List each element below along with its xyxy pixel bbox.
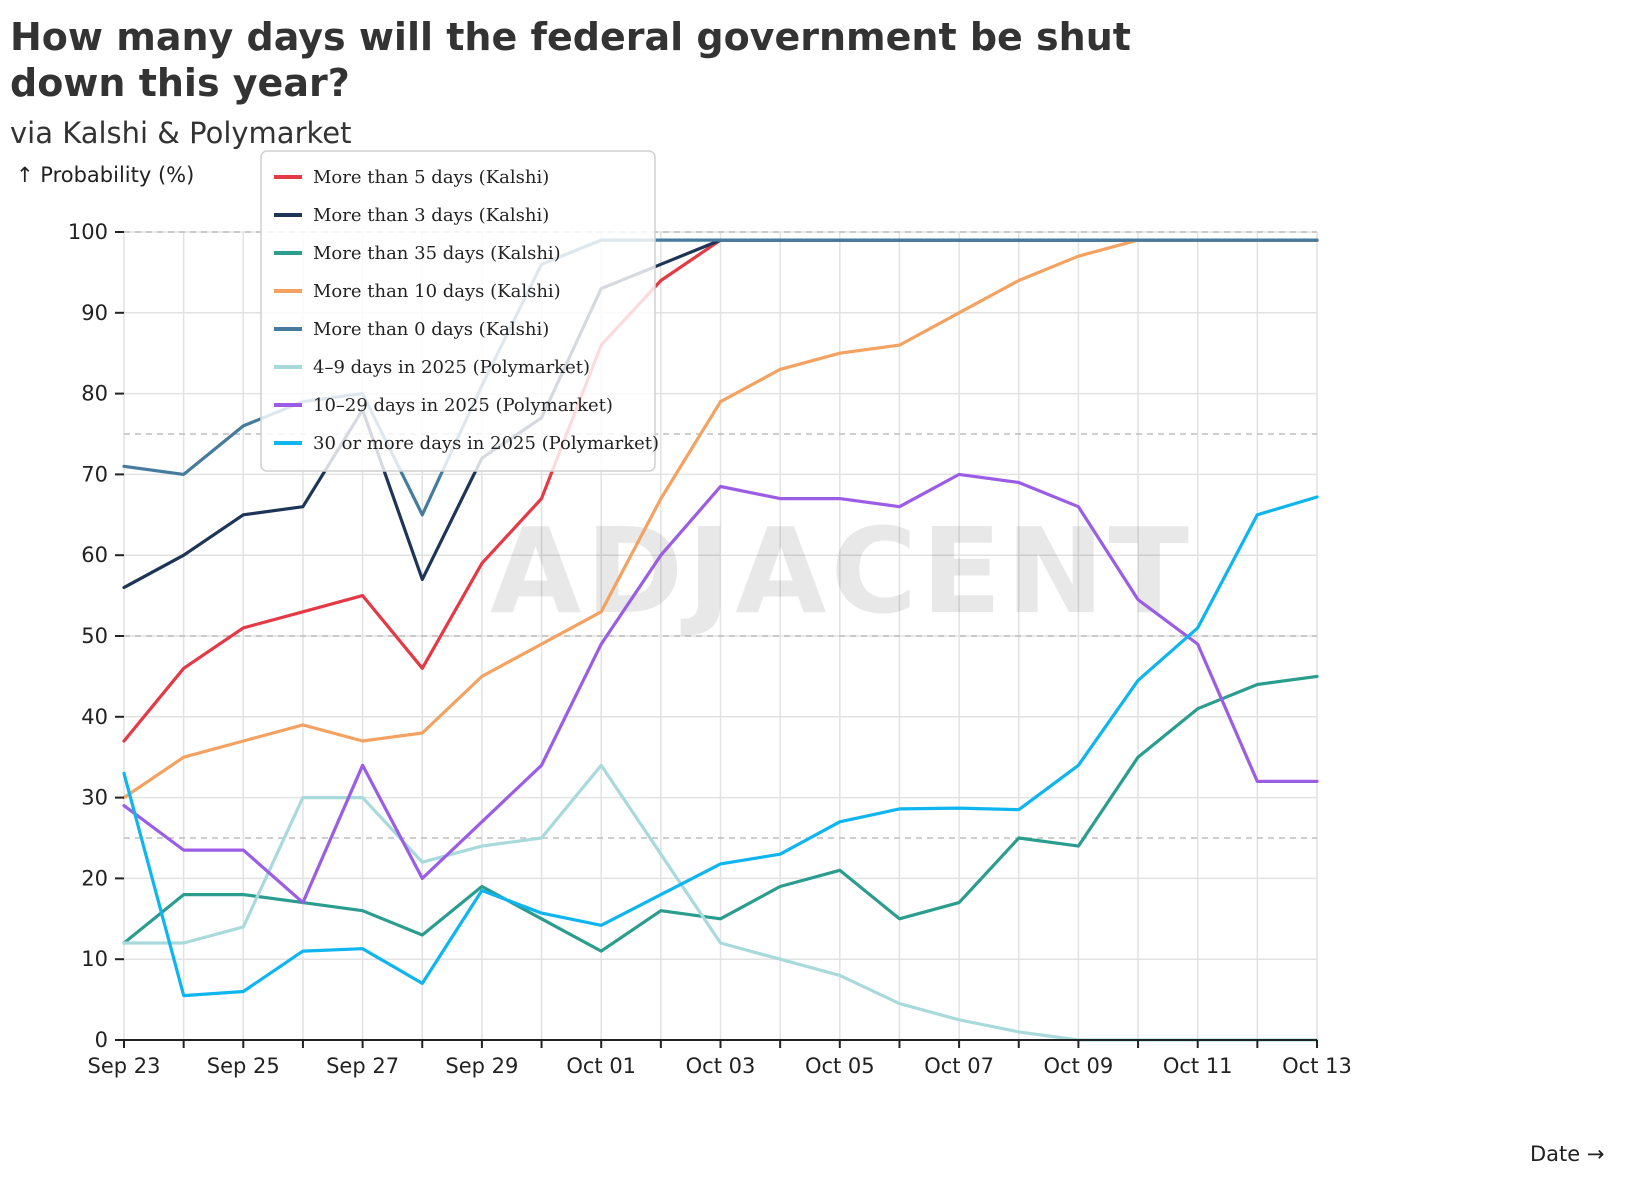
y-axis-label: ↑ Probability (%) bbox=[16, 163, 195, 187]
legend-item-label: More than 3 days (Kalshi) bbox=[313, 205, 549, 226]
x-tick-label: Oct 11 bbox=[1163, 1054, 1233, 1078]
y-tick-label: 50 bbox=[81, 624, 108, 648]
y-tick-label: 10 bbox=[81, 947, 108, 971]
y-tick-label: 70 bbox=[81, 462, 108, 486]
x-tick-label: Oct 05 bbox=[805, 1054, 875, 1078]
watermark: ADJACENT bbox=[490, 502, 1193, 640]
y-tick-label: 40 bbox=[81, 705, 108, 729]
x-tick-label: Oct 07 bbox=[924, 1054, 994, 1078]
x-tick-label: Sep 29 bbox=[445, 1054, 518, 1078]
legend-item-label: More than 10 days (Kalshi) bbox=[313, 281, 561, 302]
series-line bbox=[122, 495, 1319, 998]
chart-title: How many days will the federal governmen… bbox=[10, 15, 1131, 105]
legend-box bbox=[260, 150, 656, 472]
y-tick-label: 90 bbox=[81, 301, 108, 325]
x-tick-label: Oct 03 bbox=[686, 1054, 756, 1078]
x-tick-label: Sep 25 bbox=[207, 1054, 280, 1078]
chart-subtitle: via Kalshi & Polymarket bbox=[10, 116, 352, 150]
y-tick-label: 100 bbox=[68, 220, 108, 244]
x-tick-label: Sep 23 bbox=[88, 1054, 161, 1078]
x-tick-label: Sep 27 bbox=[326, 1054, 399, 1078]
y-tick-label: 0 bbox=[95, 1028, 108, 1052]
legend-item-label: 30 or more days in 2025 (Polymarket) bbox=[313, 433, 659, 454]
x-tick-label: Oct 09 bbox=[1044, 1054, 1114, 1078]
y-tick-label: 30 bbox=[81, 786, 108, 810]
series-line bbox=[122, 472, 1319, 905]
y-tick-label: 80 bbox=[81, 382, 108, 406]
series-line bbox=[122, 674, 1319, 953]
legend-item-label: More than 0 days (Kalshi) bbox=[313, 319, 549, 340]
legend-item-label: 10–29 days in 2025 (Polymarket) bbox=[313, 395, 613, 416]
y-tick-label: 20 bbox=[81, 866, 108, 890]
axes: 0 10 20 30 40 50 60 70 80 90 100 Sep 23 Sep 25 Sep 27… bbox=[68, 220, 1352, 1078]
x-tick-label: Oct 13 bbox=[1282, 1054, 1352, 1078]
y-tick-label: 60 bbox=[81, 543, 108, 567]
legend-item-label: More than 35 days (Kalshi) bbox=[313, 243, 561, 264]
x-axis-label: Date → bbox=[1530, 1142, 1605, 1166]
x-tick-label: Oct 01 bbox=[566, 1054, 636, 1078]
series-line bbox=[122, 238, 1319, 800]
legend-item-label: More than 5 days (Kalshi) bbox=[313, 167, 549, 188]
legend: More than 5 days (Kalshi) More than 3 day… bbox=[260, 150, 659, 472]
legend-item-label: 4–9 days in 2025 (Polymarket) bbox=[313, 357, 590, 378]
